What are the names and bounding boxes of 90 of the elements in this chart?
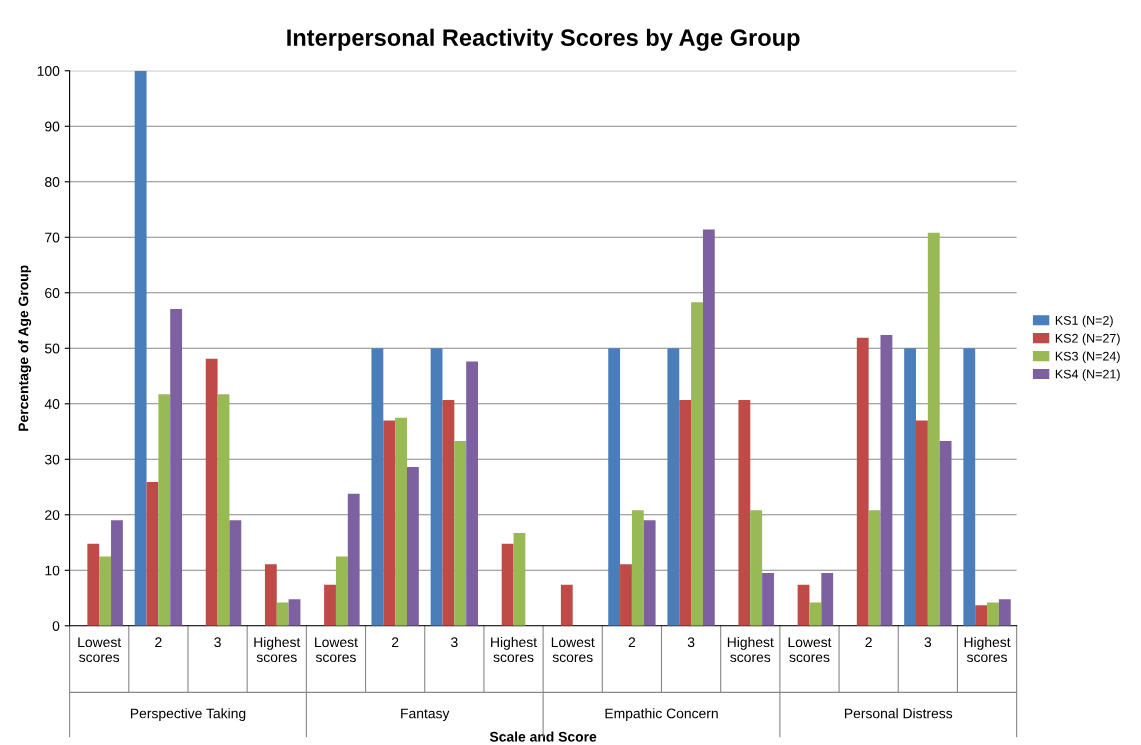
bar [288, 599, 301, 626]
y-tick-label: 10 [45, 565, 60, 576]
text: Fantasy [401, 708, 450, 722]
bar [987, 602, 999, 626]
bar [904, 348, 917, 626]
bar [821, 573, 834, 626]
bar [111, 520, 123, 626]
bar [466, 361, 479, 626]
x-tick-label: 3 [924, 637, 932, 648]
bar [880, 334, 893, 626]
y-tick-label: 0 [52, 621, 60, 631]
bar [264, 564, 277, 626]
legend-label: KS4 (N=21) [1055, 369, 1120, 381]
bar [856, 337, 869, 626]
x-tick-label: Highest scores [727, 636, 774, 663]
bar [99, 556, 112, 626]
bar [691, 302, 703, 626]
bar [560, 584, 573, 626]
bar [430, 348, 443, 626]
bar [975, 605, 988, 626]
bar [383, 420, 396, 626]
text: Empathic Concern [605, 708, 718, 722]
y-tick-label: 20 [45, 510, 60, 520]
x-tick-label: Highest scores [964, 636, 1011, 663]
x-tick-label: 2 [391, 637, 399, 647]
bar [205, 358, 218, 626]
bar [868, 510, 881, 626]
bar [620, 564, 632, 626]
x-tick-label: 2 [865, 637, 872, 647]
y-tick-label: 80 [45, 177, 60, 187]
bar [347, 493, 360, 626]
x-tick-label: Lowest scores [551, 637, 595, 663]
bar [442, 399, 455, 626]
text: Perspective Taking [130, 708, 246, 722]
y-axis-title: Percentage of Age Group [18, 265, 32, 431]
x-tick-label: Highest scores [491, 636, 537, 663]
bar [643, 520, 656, 626]
y-tick-label: 50 [44, 343, 60, 354]
bar [916, 420, 928, 626]
bar [797, 584, 810, 626]
x-tick-label: Lowest scores [78, 637, 122, 663]
bar [513, 533, 526, 626]
bar [335, 556, 348, 626]
x-tick-label: 2 [155, 637, 162, 647]
x-tick-label: 3 [687, 637, 695, 648]
bar [631, 510, 644, 626]
bar [679, 399, 692, 626]
bar [454, 440, 467, 626]
bar [217, 394, 230, 626]
bar [702, 229, 715, 626]
bar [158, 394, 171, 626]
bar [762, 573, 774, 626]
bar [276, 602, 289, 626]
y-tick-label: 60 [45, 288, 60, 298]
x-tick-label: 3 [451, 637, 458, 648]
bar [809, 602, 822, 626]
bar [324, 584, 336, 626]
x-tick-label: Lowest scores [788, 637, 832, 663]
text: Personal Distress [844, 708, 953, 719]
bar [608, 348, 621, 626]
legend-label: KS2 (N=27) [1055, 333, 1120, 346]
chart-title: Interpersonal Reactivity Scores by Age Group [287, 28, 800, 51]
bar [501, 543, 514, 626]
bar [170, 308, 183, 626]
y-tick-label: 90 [45, 121, 60, 132]
x-tick-label: Lowest scores [315, 637, 358, 663]
bar [395, 417, 407, 626]
bar [939, 440, 952, 626]
bar [927, 232, 940, 626]
x-tick-label: 2 [628, 637, 636, 647]
y-tick-label: 70 [45, 232, 60, 243]
bar [667, 348, 680, 626]
bar [963, 348, 976, 626]
x-axis-title: Scale and Score [489, 731, 597, 742]
x-tick-label: 3 [214, 637, 221, 648]
bar [998, 599, 1011, 626]
bar [738, 399, 751, 626]
y-tick-label: 30 [44, 454, 60, 465]
bar [406, 467, 419, 626]
y-tick-label: 40 [44, 399, 60, 409]
bar [146, 482, 159, 626]
bar [750, 510, 763, 626]
bar [229, 520, 242, 626]
legend-label: KS3 (N=24) [1055, 351, 1120, 364]
bar [371, 348, 384, 626]
bar [87, 543, 100, 626]
y-tick-label: 100 [37, 66, 60, 76]
x-tick-label: Highest scores [254, 636, 301, 663]
bar [134, 70, 147, 626]
legend-label: KS1 (N=2) [1055, 315, 1113, 328]
